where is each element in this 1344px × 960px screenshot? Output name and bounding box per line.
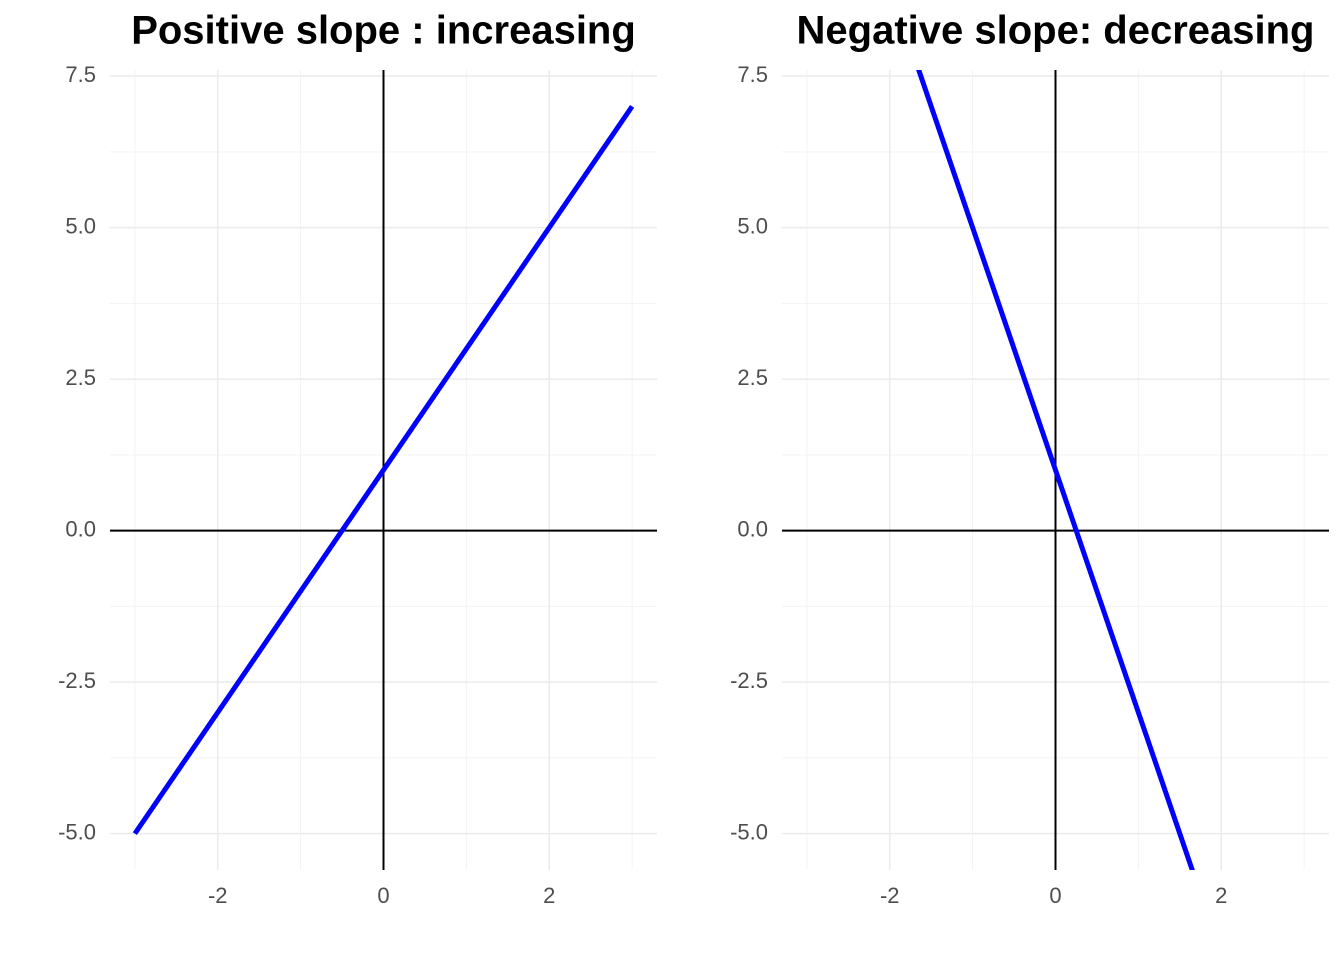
x-tick-label: 0 (377, 883, 389, 908)
y-tick-label: 7.5 (737, 62, 768, 87)
x-tick-label: 2 (1215, 883, 1227, 908)
y-tick-label: 0.0 (737, 516, 768, 541)
x-tick-label: -2 (880, 883, 900, 908)
x-tick-label: 2 (543, 883, 555, 908)
y-tick-label: 0.0 (65, 516, 96, 541)
y-tick-label: -2.5 (58, 668, 96, 693)
y-tick-label: -5.0 (730, 819, 768, 844)
y-tick-label: -2.5 (730, 668, 768, 693)
line (916, 70, 1195, 870)
line (132, 104, 635, 836)
y-tick-label: 7.5 (65, 62, 96, 87)
y-tick-label: -5.0 (58, 819, 96, 844)
x-tick-label: 0 (1049, 883, 1061, 908)
chart-title: Positive slope : increasing (131, 9, 636, 53)
y-tick-label: 5.0 (65, 213, 96, 238)
x-tick-label: -2 (208, 883, 228, 908)
y-tick-label: 5.0 (737, 213, 768, 238)
y-tick-label: 2.5 (65, 365, 96, 390)
chart-title: Negative slope: decreasing (797, 9, 1315, 53)
y-tick-label: 2.5 (737, 365, 768, 390)
